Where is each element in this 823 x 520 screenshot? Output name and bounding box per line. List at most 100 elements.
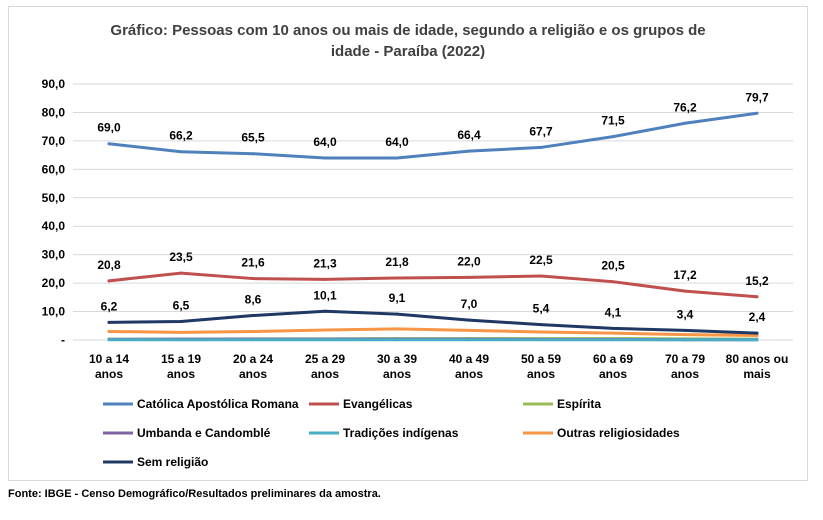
data-label: 66,4: [457, 128, 481, 142]
legend-entry: Outras religiosidades: [557, 426, 680, 440]
data-point: [179, 320, 183, 324]
data-point: [539, 330, 543, 334]
x-tick-label: anos: [239, 367, 267, 381]
data-label: 23,5: [169, 250, 193, 264]
data-label: 79,7: [745, 90, 769, 104]
data-label: 9,1: [389, 291, 406, 305]
x-tick-label: anos: [599, 367, 627, 381]
data-point: [611, 326, 615, 330]
series-line: [107, 327, 759, 337]
data-point: [251, 152, 255, 156]
data-point: [467, 275, 471, 279]
x-tick-label: anos: [383, 367, 411, 381]
y-tick-label: 60,0: [42, 162, 66, 176]
data-point: [395, 338, 399, 342]
data-point: [467, 149, 471, 153]
data-point: [467, 318, 471, 322]
data-point: [323, 338, 327, 342]
x-tick-label: anos: [455, 367, 483, 381]
data-label: 6,5: [173, 299, 190, 313]
data-label: 22,0: [457, 254, 481, 268]
data-point: [323, 309, 327, 313]
data-label: 6,2: [101, 299, 118, 313]
x-tick-label: 25 a 29: [305, 352, 345, 366]
data-label: 64,0: [385, 135, 409, 149]
data-label: 21,8: [385, 255, 409, 269]
y-tick-label: 50,0: [42, 191, 66, 205]
data-point: [323, 156, 327, 160]
data-point: [755, 111, 759, 115]
chart-title-line: Gráfico: Pessoas com 10 anos ou mais de …: [110, 22, 705, 39]
y-tick-label: 30,0: [42, 248, 66, 262]
data-label: 64,0: [313, 135, 337, 149]
x-tick-label: anos: [95, 367, 123, 381]
data-label: 65,5: [241, 131, 265, 145]
data-label: 5,4: [533, 302, 550, 316]
data-label: 8,6: [245, 293, 262, 307]
data-point: [395, 276, 399, 280]
data-point: [683, 333, 687, 337]
line-chart: Gráfico: Pessoas com 10 anos ou mais de …: [42, 22, 793, 469]
x-tick-label: anos: [527, 367, 555, 381]
data-point: [755, 295, 759, 299]
data-point: [107, 279, 111, 283]
x-tick-label: 15 a 19: [161, 352, 201, 366]
y-tick-label: 20,0: [42, 276, 66, 290]
data-point: [179, 330, 183, 334]
data-point: [539, 145, 543, 149]
data-point: [323, 328, 327, 332]
legend-entry: Tradições indígenas: [343, 426, 459, 440]
y-tick-label: 90,0: [42, 77, 66, 91]
data-point: [179, 150, 183, 154]
chart-title-line: idade - Paraíba (2022): [331, 43, 485, 60]
data-label: 17,2: [673, 268, 697, 282]
data-point: [107, 320, 111, 324]
legend-entry: Sem religião: [137, 455, 208, 469]
data-label: 10,1: [313, 288, 337, 302]
data-label: 3,4: [677, 307, 694, 321]
data-point: [683, 289, 687, 293]
data-point: [251, 277, 255, 281]
x-tick-label: 70 a 79: [665, 352, 705, 366]
data-label: 22,5: [529, 253, 553, 267]
x-tick-label: mais: [743, 367, 771, 381]
data-label: 2,4: [749, 310, 766, 324]
series-line: [107, 111, 759, 160]
data-label: 20,5: [601, 259, 625, 273]
series-line: [107, 309, 759, 335]
data-point: [107, 338, 111, 342]
y-tick-label: -: [61, 333, 65, 347]
data-label: 69,0: [97, 121, 121, 135]
x-tick-label: anos: [167, 367, 195, 381]
data-point: [323, 277, 327, 281]
y-tick-label: 80,0: [42, 105, 66, 119]
data-point: [179, 271, 183, 275]
x-tick-label: 50 a 59: [521, 352, 561, 366]
x-tick-label: anos: [311, 367, 339, 381]
data-point: [395, 312, 399, 316]
data-point: [395, 156, 399, 160]
source-note: Fonte: IBGE - Censo Demográfico/Resultad…: [8, 488, 381, 500]
data-label: 21,6: [241, 256, 265, 270]
data-point: [683, 328, 687, 332]
chart-frame: Gráfico: Pessoas com 10 anos ou mais de …: [8, 6, 808, 481]
data-label: 67,7: [529, 124, 553, 138]
data-label: 15,2: [745, 274, 769, 288]
data-point: [755, 333, 759, 337]
series-line: [107, 271, 759, 299]
data-point: [755, 331, 759, 335]
y-tick-label: 40,0: [42, 219, 66, 233]
data-point: [467, 338, 471, 342]
data-point: [755, 338, 759, 342]
y-tick-label: 70,0: [42, 134, 66, 148]
data-point: [179, 338, 183, 342]
data-point: [395, 327, 399, 331]
x-tick-label: 20 a 24: [233, 352, 273, 366]
data-point: [683, 121, 687, 125]
data-point: [611, 280, 615, 284]
data-label: 71,5: [601, 114, 625, 128]
x-tick-label: 30 a 39: [377, 352, 417, 366]
data-point: [611, 135, 615, 139]
data-point: [611, 331, 615, 335]
data-point: [107, 142, 111, 146]
